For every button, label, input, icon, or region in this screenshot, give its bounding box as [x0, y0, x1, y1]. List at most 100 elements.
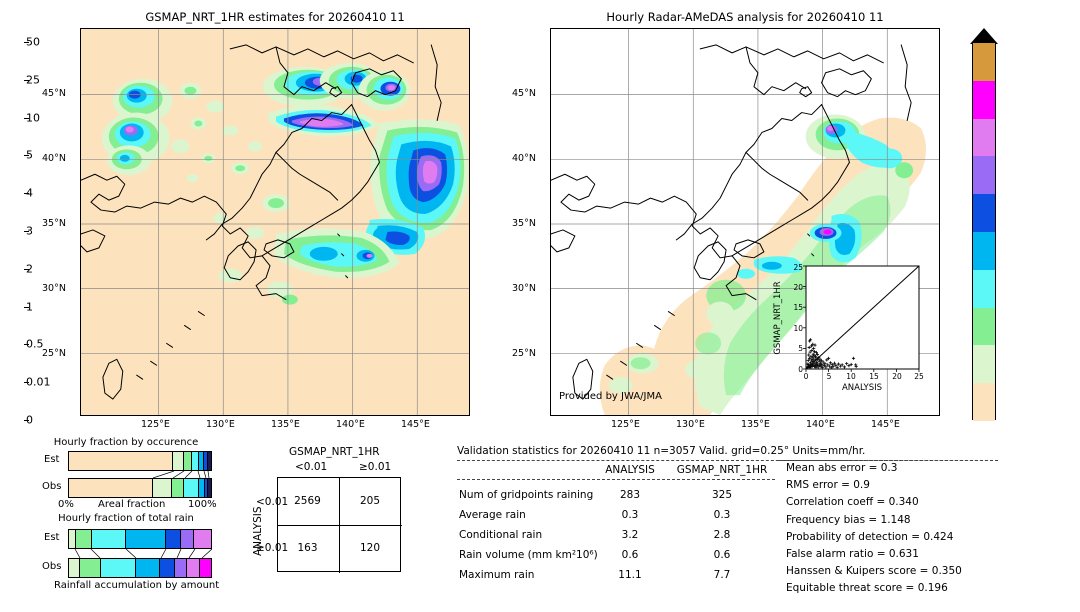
right-lon-tick-130: 130°E: [676, 419, 705, 430]
scatter-point-45: [817, 355, 821, 360]
scatter-point-48: [818, 357, 822, 361]
total-rain-obs-segment-5: [175, 559, 187, 577]
occurrence-axis-right: 100%: [188, 499, 217, 510]
scatter-point-71: [840, 363, 844, 367]
scatter-point-13: [808, 361, 813, 365]
scatter-xtick-10: 10: [846, 372, 856, 381]
scatter-point-55: [822, 364, 826, 368]
scatter-point-65: [831, 364, 835, 369]
scatter-point-36: [814, 365, 818, 369]
scatter-point-35: [813, 354, 818, 358]
validation-row-gsmap-0: 325: [711, 489, 733, 501]
scatter-point-41: [815, 357, 819, 362]
scatter-xlabel: ANALYSIS: [842, 383, 882, 393]
total-rain-obs-bar: [68, 558, 212, 578]
occurrence-obs-segment-6: [207, 479, 211, 497]
right-lat-tick-30: 30°N: [512, 283, 536, 294]
left-panel-title: GSMAP_NRT_1HR estimates for 20260410 11: [145, 10, 405, 24]
left-lat-tick-40: 40°N: [42, 153, 66, 164]
left-map-graticule: [81, 29, 469, 415]
scatter-point-58: [825, 358, 829, 362]
colorbar-segment-3: [973, 156, 995, 195]
left-lon-tick-145: 145°E: [401, 419, 430, 430]
right-lat-tick-25: 25°N: [512, 348, 536, 359]
colorbar-tickmark-0.01: [24, 382, 29, 384]
scatter-point-74: [847, 364, 851, 368]
left-lat-tick-30: 30°N: [42, 283, 66, 294]
contingency-col-label-lt: <0.01: [295, 461, 328, 473]
scatter-ytick-15: 15: [793, 303, 803, 312]
left-lat-tick-35: 35°N: [42, 218, 66, 229]
scatter-point-54: [821, 360, 825, 364]
left-lat-tick-25: 25°N: [42, 348, 66, 359]
scatter-point-2: [806, 358, 810, 362]
colorbar-tickmark-1: [24, 306, 29, 308]
total-rain-est-segment-6: [194, 530, 211, 548]
total-rain-obs-segment-4: [159, 559, 176, 577]
right-panel-title: Hourly Radar-AMeDAS analysis for 2026041…: [606, 10, 884, 24]
total-rain-connector-lines: [74, 549, 212, 558]
scatter-ytick-10: 10: [793, 324, 803, 333]
validation-row-gsmap-2: 2.8: [713, 529, 731, 541]
total-rain-obs-segment-0: [69, 559, 81, 577]
scatter-point-6: [807, 345, 811, 350]
scatter-point-4: [807, 353, 811, 357]
scatter-plot: 0 5 10 15 20 25 0 5 10 15 20 25 ANALYSIS…: [773, 263, 924, 393]
scatter-inset[interactable]: 0 5 10 15 20 25 0 5 10 15 20 25 ANALYSIS…: [760, 258, 940, 408]
total-rain-est-segment-2: [91, 530, 126, 548]
scatter-point-76: [851, 356, 856, 360]
contingency-hline: [278, 525, 402, 526]
colorbar-segment-1: [973, 80, 995, 119]
scatter-xtick-25: 25: [914, 372, 924, 381]
left-lon-tick-135: 135°E: [271, 419, 300, 430]
occurrence-est-segment-3: [192, 452, 199, 470]
scatter-point-26: [812, 357, 816, 361]
validation-row-label-1: Average rain: [459, 509, 526, 521]
right-lat-tick-45: 45°N: [512, 88, 536, 99]
total-rain-obs-segment-3: [135, 559, 160, 577]
validation-score-3: Frequency bias = 1.148: [786, 513, 911, 526]
scatter-point-21: [810, 355, 814, 359]
validation-header: Validation statistics for 20260410 11 n=…: [457, 445, 866, 457]
colorbar-tick-0: 0: [26, 413, 33, 427]
validation-row-label-4: Maximum rain: [459, 569, 535, 581]
right-map[interactable]: Provided by JWA/JMA: [550, 28, 940, 416]
scatter-point-59: [826, 363, 830, 367]
scatter-point-16: [809, 344, 814, 348]
scatter-ytick-25: 25: [793, 263, 803, 272]
colorbar-segment-0: [973, 43, 995, 81]
scatter-point-61: [827, 364, 832, 368]
validation-col-header-analysis: ANALYSIS: [605, 464, 655, 476]
occurrence-est-segment-2: [183, 452, 193, 470]
scatter-ytick-0: 0: [798, 365, 803, 374]
colorbar-tickmark-3: [24, 231, 29, 232]
validation-score-6: Hanssen & Kuipers score = 0.350: [786, 565, 962, 578]
scatter-point-7: [807, 366, 811, 370]
scatter-point-12: [808, 338, 813, 342]
right-map-coastline: [551, 44, 912, 400]
scatter-point-46: [817, 359, 821, 363]
colorbar-segment-2: [973, 118, 995, 157]
scatter-point-22: [811, 342, 815, 346]
validation-divider-right: [778, 460, 998, 461]
occurrence-axis-left: 0%: [58, 499, 74, 510]
left-map-coastline: [81, 44, 442, 400]
contingency-table[interactable]: [277, 477, 402, 573]
occurrence-obs-bar: [68, 478, 212, 498]
occurrence-obs-segment-3: [183, 479, 199, 497]
left-map[interactable]: [80, 28, 470, 416]
validation-row-gsmap-4: 7.7: [713, 569, 731, 581]
validation-row-gsmap-3: 0.6: [713, 549, 731, 561]
validation-divider-mid: [457, 479, 775, 480]
scatter-point-17: [809, 358, 814, 362]
scatter-point-63: [829, 366, 833, 370]
right-lon-tick-135: 135°E: [741, 419, 770, 430]
validation-row-analysis-0: 283: [619, 489, 641, 501]
left-map-precipitation: [101, 62, 469, 305]
total-rain-caption: Rainfall accumulation by amount: [54, 580, 220, 591]
total-rain-est-segment-1: [75, 530, 92, 548]
validation-col-header-gsmap: GSMAP_NRT_1HR: [676, 464, 768, 476]
validation-row-analysis-2: 3.2: [621, 529, 639, 541]
scatter-point-51: [819, 359, 823, 363]
scatter-point-72: [842, 365, 847, 369]
